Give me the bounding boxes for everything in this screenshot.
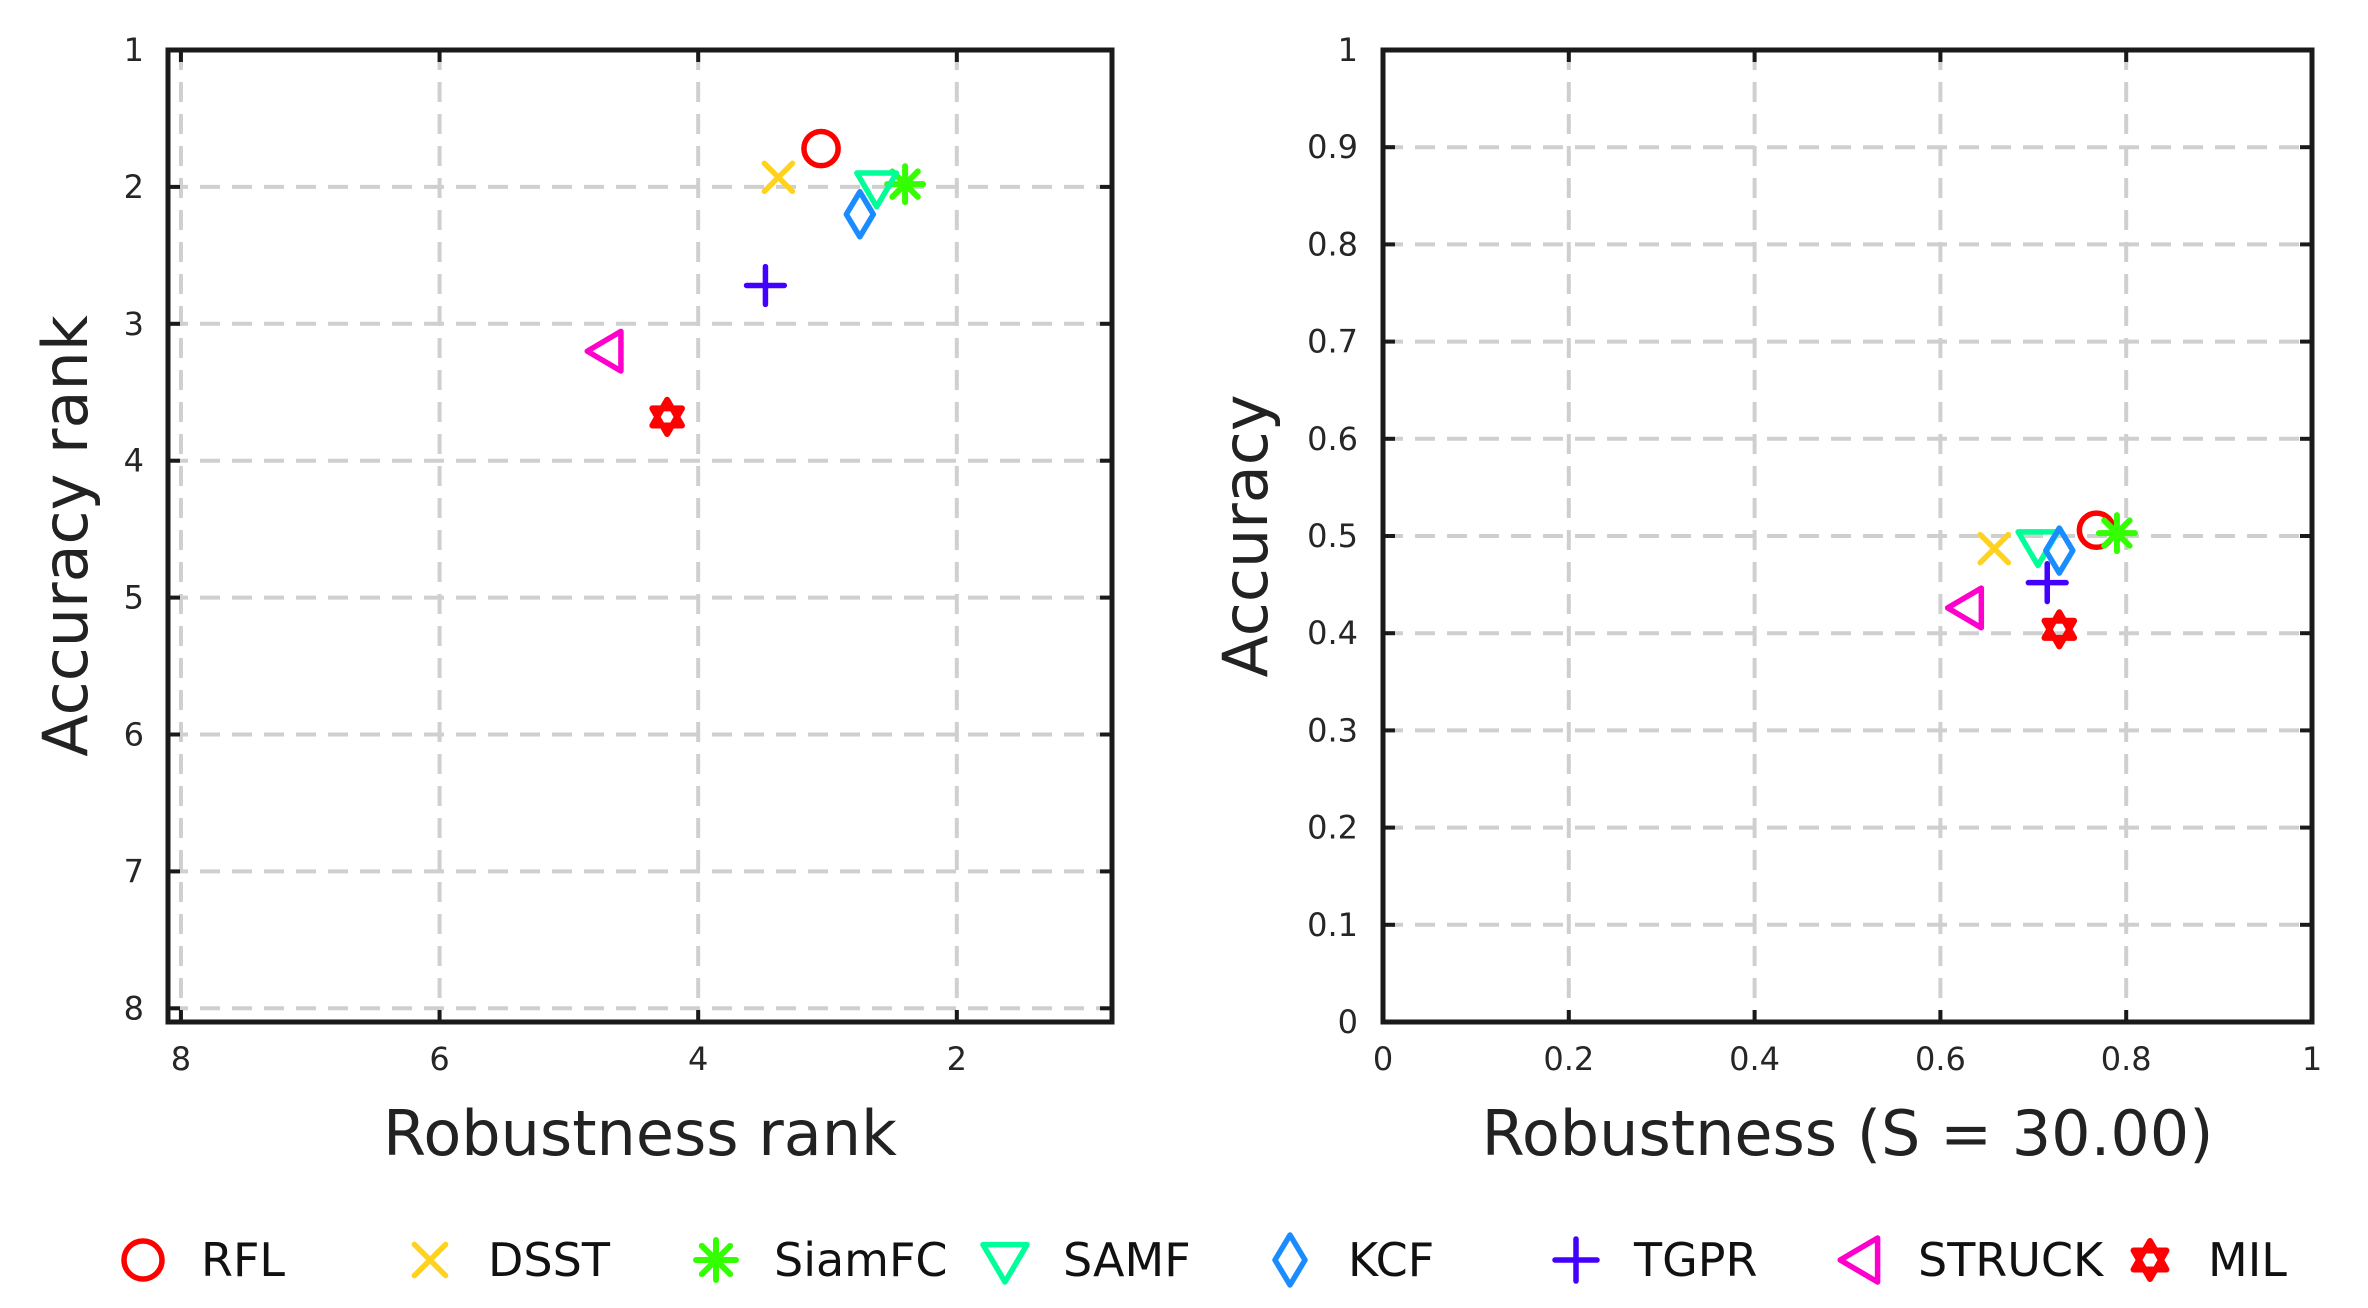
point-struck — [584, 328, 624, 374]
legend-marker-mil — [2130, 1238, 2170, 1282]
y-tick-label: 6 — [124, 716, 144, 754]
data-points — [584, 128, 927, 437]
legend-entry-struck: STRUCK — [1837, 1233, 2105, 1287]
y-axis-label: Accuracy rank — [29, 315, 102, 757]
point-mil — [649, 396, 685, 437]
y-tick-label: 0.6 — [1307, 420, 1358, 458]
x-tick-label: 2 — [947, 1040, 967, 1078]
y-tick-label: 0 — [1338, 1003, 1358, 1041]
legend-label: STRUCK — [1918, 1233, 2105, 1287]
legend-entry-mil: MIL — [2130, 1233, 2287, 1287]
point-tgpr — [2025, 561, 2069, 605]
y-axis-label: Accuracy — [1209, 394, 1282, 677]
y-tick-label: 8 — [124, 989, 144, 1027]
y-tick-label: 0.9 — [1307, 128, 1358, 166]
legend-label: MIL — [2208, 1233, 2287, 1287]
plot-area — [168, 50, 1112, 1022]
x-tick-label: 4 — [688, 1040, 708, 1078]
y-tick-label: 0.5 — [1307, 517, 1358, 555]
legend-marker-kcf — [1272, 1232, 1308, 1288]
x-tick-label: 0.2 — [1543, 1040, 1594, 1078]
point-dsst — [1977, 531, 2012, 566]
point-dsst — [761, 160, 796, 195]
legend-entry-rfl: RFL — [121, 1233, 285, 1287]
x-tick-label: 1 — [2302, 1040, 2322, 1078]
legend: RFL DSST SiamFC SAMF KCF TGPR STRUCK MIL — [121, 1232, 2287, 1288]
y-tick-label: 0.3 — [1307, 711, 1358, 749]
legend-label: RFL — [201, 1233, 285, 1287]
y-tick-label: 1 — [1338, 31, 1358, 69]
point-siamfc — [884, 163, 927, 206]
accuracy-robustness-raw-chart: 0 0.2 0.4 0.6 0.8 1 0 0.1 0.2 0.3 0.4 0.5 0.6 0.7 0.8 0… — [1209, 31, 2322, 1170]
legend-marker-samf — [980, 1241, 1030, 1285]
y-tick-label: 1 — [124, 31, 144, 69]
x-axis-label: Robustness (S = 30.00) — [1482, 1097, 2214, 1170]
x-tick-label: 0 — [1373, 1040, 1393, 1078]
point-kcf — [2043, 525, 2076, 576]
y-tick-label: 0.8 — [1307, 225, 1358, 263]
data-points — [1944, 510, 2138, 650]
legend-marker-struck — [1837, 1235, 1881, 1285]
legend-entry-dsst: DSST — [411, 1233, 611, 1287]
x-tick-label: 0.4 — [1729, 1040, 1780, 1078]
legend-label: TGPR — [1633, 1233, 1757, 1287]
legend-label: DSST — [488, 1233, 611, 1287]
y-tick-label: 0.4 — [1307, 614, 1358, 652]
point-siamfc — [2095, 512, 2138, 555]
legend-label: KCF — [1348, 1233, 1434, 1287]
legend-marker-siamfc — [693, 1237, 739, 1283]
legend-label: SiamFC — [774, 1233, 948, 1287]
legend-marker-dsst — [411, 1241, 449, 1279]
legend-entry-samf: SAMF — [980, 1233, 1191, 1287]
x-tick-label: 8 — [171, 1040, 191, 1078]
y-tick-label: 4 — [124, 442, 144, 480]
axes-frame — [165, 47, 1115, 1025]
y-tick-label: 0.7 — [1307, 323, 1358, 361]
x-tick-label: 6 — [429, 1040, 449, 1078]
x-tick-label: 0.8 — [2101, 1040, 2152, 1078]
y-tick-label: 7 — [124, 852, 144, 890]
legend-entry-siamfc: SiamFC — [693, 1233, 948, 1287]
point-rfl — [801, 128, 841, 169]
x-axis-label: Robustness rank — [383, 1097, 897, 1170]
accuracy-robustness-rank-chart: 8 6 4 2 1 2 3 4 5 6 7 8 Robustness rank Accuracy rank — [29, 31, 1115, 1170]
y-tick-label: 3 — [124, 305, 144, 343]
legend-marker-rfl — [121, 1238, 165, 1282]
point-mil — [2041, 609, 2078, 650]
point-struck — [1944, 585, 1985, 631]
legend-entry-tgpr: TGPR — [1552, 1233, 1757, 1287]
x-tick-label: 0.6 — [1915, 1040, 1966, 1078]
y-tick-label: 2 — [124, 168, 144, 206]
point-kcf — [843, 189, 877, 240]
point-tgpr — [743, 263, 788, 308]
y-tick-label: 0.2 — [1307, 809, 1358, 847]
y-tick-label: 0.1 — [1307, 906, 1358, 944]
y-tick-label: 5 — [124, 579, 144, 617]
point-samf — [854, 170, 900, 210]
legend-entry-kcf: KCF — [1272, 1232, 1434, 1288]
legend-label: SAMF — [1063, 1233, 1191, 1287]
legend-marker-tgpr — [1552, 1236, 1600, 1284]
